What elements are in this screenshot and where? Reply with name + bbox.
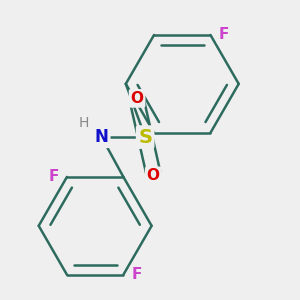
Text: H: H (79, 116, 89, 130)
Text: S: S (138, 128, 152, 147)
Text: N: N (95, 128, 109, 146)
Text: F: F (49, 169, 59, 184)
Text: O: O (147, 168, 160, 183)
Text: O: O (130, 91, 144, 106)
Text: F: F (131, 267, 142, 282)
Text: F: F (218, 28, 229, 43)
